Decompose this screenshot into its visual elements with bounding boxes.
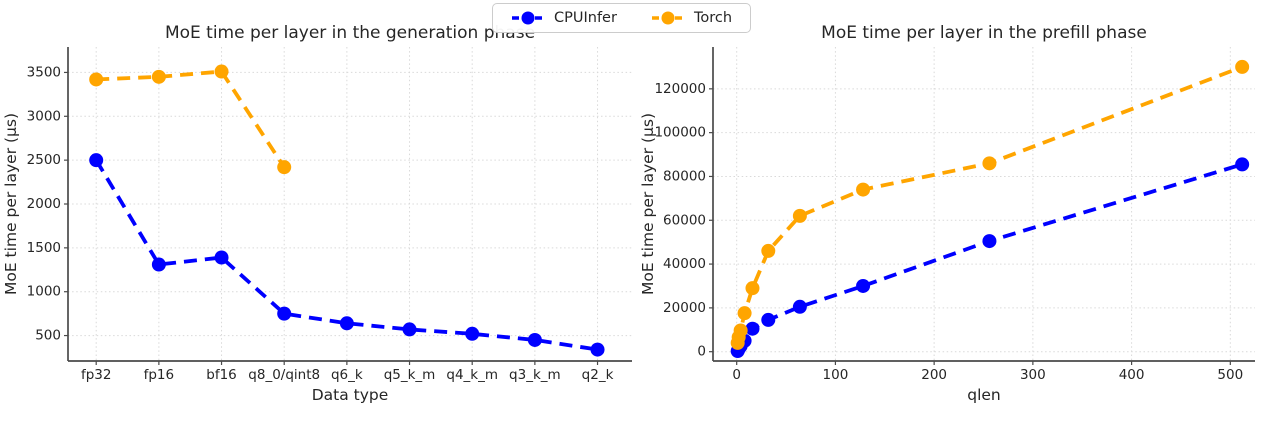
x-tick-label: 100: [823, 367, 849, 383]
x-tick-label: q6_k: [331, 367, 363, 383]
legend: CPUInfer Torch: [492, 3, 752, 33]
x-tick-label: 300: [1020, 367, 1046, 383]
prefill-grid: [713, 47, 1255, 361]
prefill-line-cpuinfer: [735, 162, 1243, 352]
chart-prefill-phase: 0 20000 40000 60000 80000 100000 120000 0 100 200…: [640, 0, 1280, 426]
generation-markers-torch: [89, 64, 292, 175]
y-tick-label: 3500: [27, 64, 61, 80]
y-axis-label: MoE time per layer (µs): [2, 113, 20, 295]
y-tick-label: 80000: [663, 168, 706, 184]
x-tick-label: q3_k_m: [509, 367, 561, 383]
y-tick-label: 60000: [663, 212, 706, 228]
cpuinfer-line-marker-icon: [512, 11, 544, 25]
x-tick-label: q4_k_m: [446, 367, 498, 383]
y-tick-label: 2000: [27, 196, 61, 212]
x-tick-label: q8_0/qint8: [248, 367, 320, 383]
x-tick-label: fp32: [81, 367, 112, 383]
prefill-chart-svg: 0 20000 40000 60000 80000 100000 120000 0 100 200…: [640, 23, 1255, 404]
y-tick-label: 500: [35, 328, 61, 344]
y-tick-label: 120000: [654, 81, 706, 97]
y-tick-label: 1000: [27, 284, 61, 300]
x-axis-label: Data type: [312, 386, 389, 404]
x-axis-label: qlen: [967, 386, 1001, 404]
chart-title: MoE time per layer in the prefill phase: [821, 23, 1147, 43]
torch-line-marker-icon: [651, 11, 684, 25]
legend-label: Torch: [693, 10, 733, 26]
x-tick-label: fp16: [144, 367, 175, 383]
chart-generation-phase: 500 1000 1500 2000 2500 3000 3500 fp32 fp16 bf16 q…: [2, 23, 632, 404]
prefill-markers-torch: [730, 59, 1250, 350]
generation-line-torch: [96, 69, 286, 169]
y-tick-label: 100000: [654, 125, 706, 141]
y-axis-label: MoE time per layer (µs): [640, 113, 657, 295]
x-tick-label: 0: [732, 367, 741, 383]
chart-title: MoE time per layer in the generation pha…: [165, 23, 535, 43]
y-tick-label: 40000: [663, 256, 706, 272]
legend-item-cpuinfer: CPUInfer: [511, 10, 617, 26]
legend-label: CPUInfer: [554, 10, 617, 26]
y-tick-label: 2500: [27, 152, 61, 168]
y-tick-label: 20000: [663, 300, 706, 316]
generation-chart-svg: 500 1000 1500 2000 2500 3000 3500 fp32 fp16 bf16 q…: [2, 23, 632, 404]
generation-grid: [68, 47, 632, 361]
x-tick-label: 400: [1119, 367, 1145, 383]
y-tick-label: 0: [697, 344, 706, 360]
x-tick-label: q2_k: [582, 367, 614, 383]
x-tick-label: bf16: [206, 367, 237, 383]
x-tick-label: 200: [921, 367, 947, 383]
legend-item-torch: Torch: [651, 10, 732, 26]
x-tick-label: q5_k_m: [384, 367, 436, 383]
y-tick-label: 3000: [27, 108, 61, 124]
x-tick-label: 500: [1217, 367, 1243, 383]
y-tick-label: 1500: [27, 240, 61, 256]
generation-markers-cpuinfer: [89, 153, 605, 357]
